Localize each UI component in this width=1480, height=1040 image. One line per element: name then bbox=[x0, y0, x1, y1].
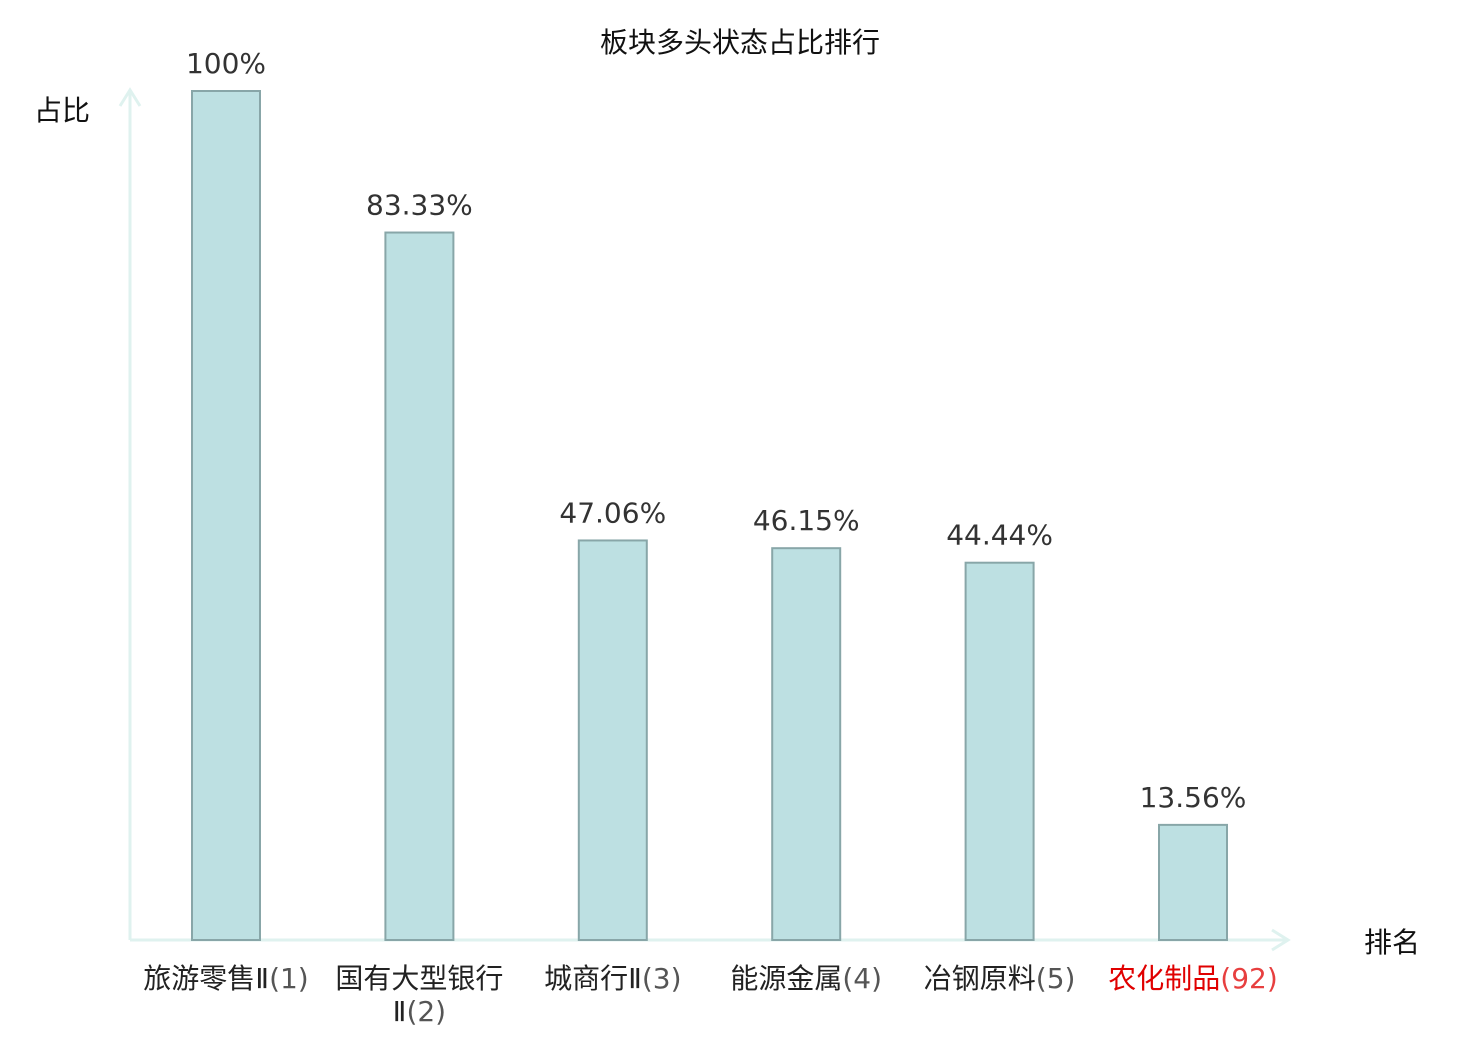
x-axis-arrow bbox=[1271, 928, 1291, 952]
category-rank: (2) bbox=[406, 995, 447, 1028]
value-label: 46.15% bbox=[753, 504, 860, 537]
bar bbox=[964, 561, 1035, 941]
x-tick-label: 农化制品(92) bbox=[1105, 962, 1281, 995]
x-axis-label: 排名 bbox=[1364, 926, 1420, 959]
category-name: 能源金属 bbox=[730, 962, 843, 995]
y-axis-arrow bbox=[118, 87, 142, 107]
value-label: 44.44% bbox=[946, 519, 1053, 552]
value-label: 13.56% bbox=[1140, 781, 1247, 814]
bar bbox=[771, 547, 842, 942]
x-tick-label: 城商行Ⅱ(3) bbox=[525, 962, 701, 995]
category-rank: (1) bbox=[269, 962, 309, 995]
category-rank: (3) bbox=[641, 962, 682, 995]
bar bbox=[1158, 823, 1228, 942]
category-rank: (92) bbox=[1220, 962, 1278, 995]
x-tick-label: 国有大型银行Ⅱ(2) bbox=[331, 962, 507, 1028]
bar bbox=[384, 231, 455, 941]
chart-title: 板块多头状态占比排行 bbox=[600, 26, 880, 59]
category-name: 旅游零售Ⅱ bbox=[143, 962, 270, 995]
category-name: 冶钢原料 bbox=[923, 962, 1036, 995]
bar bbox=[577, 539, 648, 941]
y-axis-label: 占比 bbox=[34, 94, 90, 127]
x-tick-label: 旅游零售Ⅱ(1) bbox=[138, 962, 314, 995]
category-rank: (4) bbox=[842, 962, 883, 995]
bar bbox=[191, 90, 261, 941]
category-name: 农化制品 bbox=[1108, 962, 1221, 995]
category-name: 国有大型银行Ⅱ bbox=[335, 962, 504, 1028]
axes bbox=[118, 87, 1291, 952]
value-label: 100% bbox=[186, 47, 266, 80]
value-label: 47.06% bbox=[559, 496, 666, 529]
x-tick-label: 能源金属(4) bbox=[718, 962, 894, 995]
value-label: 83.33% bbox=[366, 189, 473, 222]
category-name: 城商行Ⅱ bbox=[544, 962, 642, 995]
x-tick-label: 冶钢原料(5) bbox=[912, 962, 1088, 995]
category-rank: (5) bbox=[1035, 962, 1076, 995]
